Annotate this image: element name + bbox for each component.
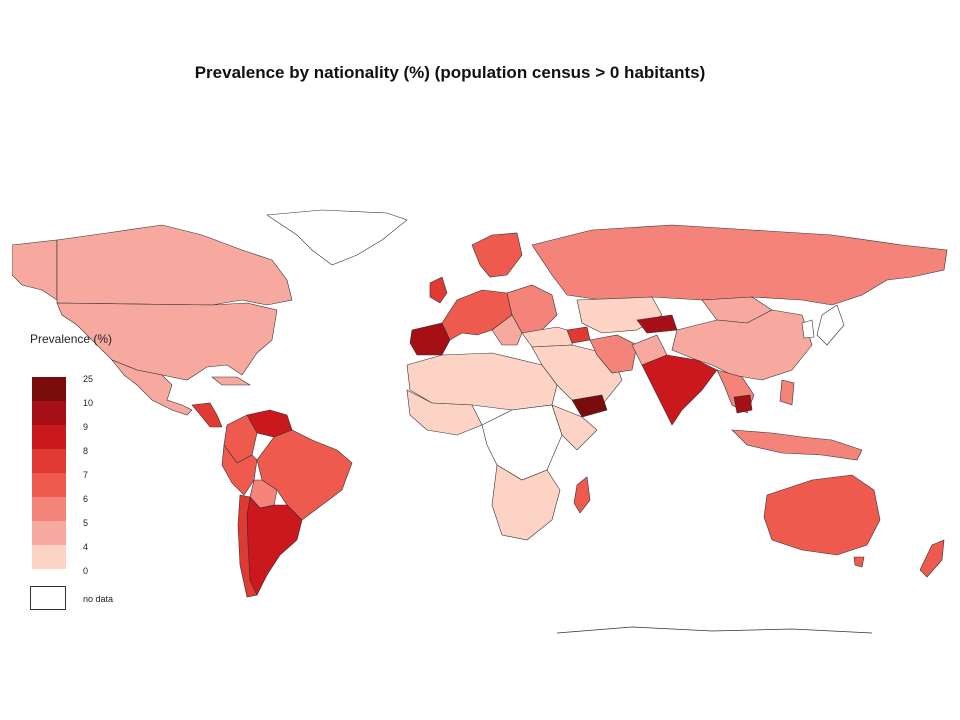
legend-tick-6: 6	[83, 494, 89, 504]
region-scandinavia	[471, 232, 523, 278]
region-antarctica	[556, 626, 873, 634]
region-central-africa	[481, 404, 563, 481]
region-central-america	[191, 402, 223, 428]
region-australia	[763, 474, 881, 556]
region-korea	[801, 319, 815, 339]
legend-tick-8: 8	[83, 446, 89, 456]
legend-tick-10: 10	[83, 398, 94, 408]
legend-swatch-4	[32, 545, 66, 569]
region-tasmania	[853, 556, 865, 568]
region-madagascar	[573, 476, 591, 514]
legend-title: Prevalence (%)	[30, 332, 113, 346]
legend-swatch-6	[32, 497, 66, 521]
legend-tick-9: 9	[83, 422, 89, 432]
region-uk	[429, 276, 448, 304]
legend-tick-5: 5	[83, 518, 89, 528]
region-argentina	[246, 496, 303, 596]
region-mexico	[111, 359, 193, 416]
map-title: Prevalence by nationality (%) (populatio…	[194, 63, 706, 82]
legend-swatch-10	[32, 401, 66, 425]
region-canada	[56, 224, 293, 306]
legend-swatch-9	[32, 425, 66, 449]
region-indonesia	[731, 429, 863, 461]
legend: Prevalence (%) 25 10 9 8 7 6 5 4 0 no da…	[28, 332, 148, 622]
region-philippines	[779, 379, 795, 406]
region-chile	[237, 494, 258, 598]
region-usa	[56, 302, 278, 381]
region-cuba	[211, 376, 252, 386]
legend-swatch-5	[32, 521, 66, 545]
region-west-africa	[406, 389, 483, 436]
legend-swatch-8	[32, 449, 66, 473]
legend-nodata-label: no data	[83, 594, 114, 604]
region-new-zealand	[919, 539, 945, 578]
world-map-svg	[12, 209, 948, 634]
region-southern-africa	[491, 464, 561, 541]
region-china	[671, 309, 813, 381]
region-russia	[531, 224, 948, 306]
legend-swatch-25	[32, 377, 66, 401]
region-iran	[589, 334, 638, 374]
region-cambodia	[733, 394, 753, 414]
legend-nodata-swatch	[30, 586, 66, 610]
legend-tick-4: 4	[83, 542, 89, 552]
world-map	[12, 205, 952, 640]
legend-tick-7: 7	[83, 470, 89, 480]
region-greenland	[266, 209, 408, 266]
legend-tick-0: 0	[83, 566, 89, 576]
region-japan	[816, 304, 845, 346]
region-balkans	[491, 314, 523, 346]
legend-tick-25: 25	[83, 374, 94, 384]
legend-swatch-7	[32, 473, 66, 497]
region-yemen	[571, 394, 608, 418]
region-india	[641, 354, 718, 426]
region-east-africa	[551, 404, 598, 451]
region-alaska	[12, 239, 58, 301]
